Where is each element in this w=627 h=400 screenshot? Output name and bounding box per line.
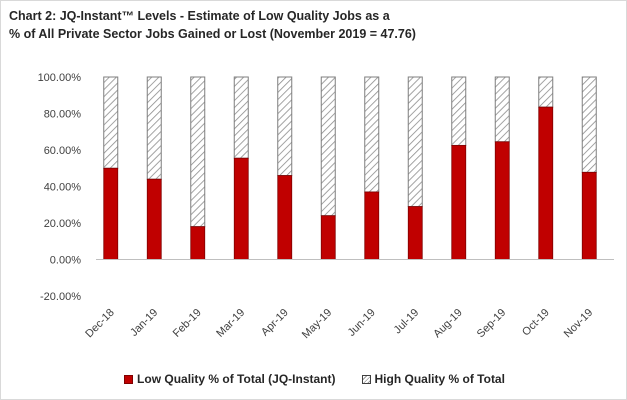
- bar-low-quality: [320, 215, 336, 260]
- x-tick-label: Jul-19: [392, 307, 422, 337]
- chart-title: Chart 2: JQ-Instant™ Levels - Estimate o…: [9, 7, 609, 43]
- bar-high-quality: [233, 76, 249, 159]
- bar-high-quality: [320, 76, 336, 217]
- y-tick-label: 100.00%: [38, 72, 82, 84]
- x-axis: Dec-18 Jan-19 Feb-19 Mar-19 Apr-19 May-19 Jun-…: [83, 259, 614, 341]
- bars: [103, 76, 597, 260]
- x-tick-label: Jan-19: [128, 307, 160, 339]
- bar-high-quality: [146, 76, 162, 180]
- x-tick-label: Jun-19: [346, 307, 378, 339]
- bar-low-quality: [407, 206, 423, 260]
- x-tick-label: Apr-19: [259, 307, 291, 339]
- bar-low-quality: [146, 178, 162, 260]
- y-tick-label: 20.00%: [44, 218, 82, 230]
- legend-label-low: Low Quality % of Total (JQ-Instant): [137, 372, 336, 386]
- y-tick-label: 40.00%: [44, 182, 82, 194]
- x-tick-label: Sep-19: [475, 307, 509, 341]
- bar-low-quality: [103, 167, 119, 260]
- legend-swatch-low: [124, 374, 134, 384]
- legend: Low Quality % of Total (JQ-Instant) High…: [1, 372, 627, 386]
- y-tick-label: 80.00%: [44, 109, 82, 121]
- y-tick-label: 60.00%: [44, 145, 82, 157]
- bar-high-quality: [103, 76, 119, 169]
- x-tick-label: Nov-19: [562, 307, 596, 341]
- bar-low-quality: [494, 141, 510, 260]
- bar-high-quality: [494, 76, 510, 143]
- legend-item-low: Low Quality % of Total (JQ-Instant): [124, 372, 336, 386]
- chart-title-line-1: Chart 2: JQ-Instant™ Levels - Estimate o…: [9, 9, 390, 23]
- bar-low-quality: [190, 226, 206, 260]
- x-tick-label: Feb-19: [171, 307, 204, 340]
- x-tick-label: Aug-19: [431, 307, 465, 341]
- y-tick-label: -20.00%: [40, 291, 81, 303]
- bar-low-quality: [538, 106, 554, 260]
- x-tick-label: Dec-18: [83, 307, 117, 341]
- bar-low-quality: [277, 175, 293, 260]
- bar-high-quality: [538, 76, 554, 108]
- bar-high-quality: [277, 76, 293, 177]
- y-axis: -20.00% 0.00% 20.00% 40.00% 60.00% 80.00% 100.…: [38, 72, 82, 303]
- bar-low-quality: [233, 157, 249, 260]
- bar-low-quality: [364, 191, 380, 260]
- y-tick-label: 0.00%: [50, 255, 81, 267]
- bar-high-quality: [190, 76, 206, 228]
- bar-high-quality: [407, 76, 423, 208]
- legend-label-high: High Quality % of Total: [374, 372, 505, 386]
- bar-low-quality: [581, 171, 597, 260]
- x-tick-label: Oct-19: [520, 307, 552, 339]
- x-tick-label: Mar-19: [214, 307, 247, 340]
- bar-high-quality: [364, 76, 380, 193]
- bar-chart: -20.00% 0.00% 20.00% 40.00% 60.00% 80.00% 100.…: [38, 72, 614, 341]
- bar-high-quality: [451, 76, 467, 146]
- x-tick-label: May-19: [300, 307, 334, 341]
- legend-swatch-high: [361, 374, 371, 384]
- legend-item-high: High Quality % of Total: [361, 372, 505, 386]
- bar-high-quality: [581, 76, 597, 173]
- chart-title-line-2: % of All Private Sector Jobs Gained or L…: [9, 27, 416, 41]
- bar-low-quality: [451, 145, 467, 260]
